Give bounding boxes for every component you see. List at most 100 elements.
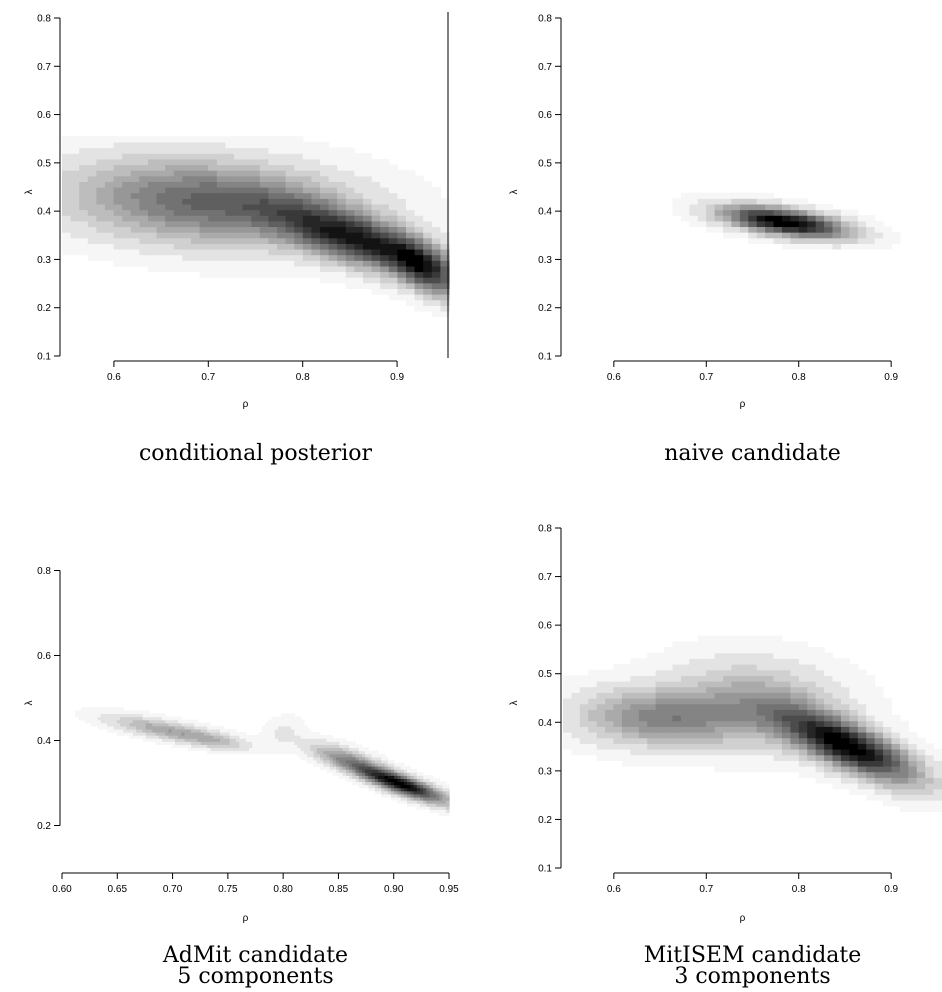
caption-line-2: 3 components	[674, 964, 830, 989]
x-axis-title: ρ	[740, 913, 746, 924]
heatmap-cell	[354, 170, 364, 177]
heatmap-cell	[883, 737, 893, 744]
heatmap-cell	[242, 232, 252, 239]
heatmap-cell	[824, 720, 834, 727]
heatmap-cell	[168, 738, 173, 742]
heatmap-cell	[300, 725, 305, 730]
heatmap-cell	[278, 744, 282, 749]
heatmap-cell	[216, 215, 226, 222]
heatmap-cell	[440, 265, 450, 273]
heatmap-cell	[638, 749, 648, 756]
heatmap-cell	[354, 243, 364, 250]
heatmap-cell	[187, 722, 192, 727]
heatmap-cell	[149, 716, 153, 721]
heatmap-cell	[208, 203, 218, 211]
heatmap-cell	[440, 237, 450, 244]
heatmap-cell	[320, 738, 324, 742]
heatmap-cell	[697, 203, 707, 211]
heatmap-cell	[232, 735, 237, 739]
heatmap-cell	[302, 164, 312, 171]
heatmap-cell	[105, 164, 115, 171]
heatmap-cell	[731, 652, 741, 659]
heatmap-cell	[232, 750, 237, 755]
heatmap-cell	[259, 175, 269, 182]
heatmap-cell	[849, 766, 859, 773]
heatmap-cell	[251, 164, 261, 171]
heatmap-cell	[70, 170, 80, 177]
heatmap-cell	[199, 254, 209, 261]
heatmap-cell	[397, 793, 402, 798]
heatmap-cell	[908, 777, 918, 784]
heatmap-cell	[342, 738, 347, 742]
heatmap-cell	[284, 750, 289, 755]
heatmap-cell	[419, 800, 424, 804]
heatmap-cell	[239, 750, 244, 755]
heatmap-cell	[181, 722, 186, 727]
heatmap-cell	[200, 741, 205, 745]
heatmap-cell	[832, 658, 842, 665]
heatmap-cell	[723, 720, 733, 727]
heatmap-cell	[261, 741, 266, 745]
heatmap-cell	[113, 209, 123, 216]
heatmap-cell	[225, 153, 235, 160]
heatmap-cell	[210, 738, 215, 742]
heatmap-cell	[165, 203, 175, 211]
heatmap-cell	[407, 766, 411, 770]
heatmap-cell	[130, 237, 140, 244]
heatmap-cell	[655, 664, 665, 671]
heatmap-cell	[371, 209, 381, 216]
x-tick-label: 0.8	[296, 372, 310, 383]
heatmap-cell	[925, 754, 935, 761]
y-tick-label: 0.2	[538, 815, 552, 826]
heatmap-cell	[374, 769, 379, 773]
heatmap-cell	[168, 732, 173, 736]
heatmap-cell	[773, 220, 783, 228]
heatmap-cell	[199, 220, 209, 228]
heatmap-cell	[307, 750, 311, 755]
heatmap-cell	[381, 772, 386, 776]
heatmap-cell	[883, 709, 893, 716]
heatmap-cell	[216, 209, 226, 216]
caption-line-2: 5 components	[177, 964, 333, 989]
heatmap-cell	[307, 753, 311, 758]
heatmap-cell	[790, 720, 800, 727]
heatmap-cell	[689, 737, 699, 744]
heatmap-cell	[697, 669, 707, 676]
heatmap-cell	[294, 203, 304, 211]
heatmap-cell	[680, 737, 690, 744]
heatmap-cell	[216, 265, 226, 273]
heatmap-cell	[255, 747, 260, 752]
heatmap-cell	[152, 732, 157, 736]
y-tick-label: 0.3	[37, 255, 51, 266]
heatmap-cell	[126, 710, 131, 715]
heatmap-cell	[655, 720, 665, 727]
heatmap-cell	[354, 260, 364, 267]
heatmap-cell	[697, 686, 707, 693]
heatmap-cell	[731, 692, 741, 699]
heatmap-cell	[432, 793, 437, 798]
heatmap-cell	[723, 754, 733, 761]
panel-admit-candidate: 0.20.40.60.80.60 0.65 0.70 0.75 0.80 0.85 0.90…	[24, 566, 459, 989]
x-tick-label: 0.9	[390, 372, 404, 383]
heatmap-cell	[781, 681, 791, 688]
heatmap-cell	[208, 198, 218, 205]
heatmap-cell	[423, 288, 433, 295]
heatmap-cell	[70, 215, 80, 222]
heatmap-cell	[245, 735, 250, 739]
heatmap-cell	[723, 203, 733, 211]
y-tick-label: 0.2	[37, 821, 51, 832]
heatmap-cell	[130, 209, 140, 216]
heatmap-cell	[596, 726, 606, 733]
heatmap-cell	[630, 709, 640, 716]
heatmap-cell	[287, 722, 292, 727]
heatmap-cell	[739, 754, 749, 761]
heatmap-cell	[664, 647, 674, 654]
heatmap-cell	[891, 783, 901, 790]
heatmap-cell	[697, 732, 707, 739]
heatmap-cell	[798, 715, 808, 722]
heatmap-cell	[849, 771, 859, 778]
heatmap-cell	[62, 153, 72, 160]
heatmap-cell	[171, 738, 176, 742]
heatmap-cell	[849, 715, 859, 722]
heatmap-cell	[426, 790, 431, 795]
